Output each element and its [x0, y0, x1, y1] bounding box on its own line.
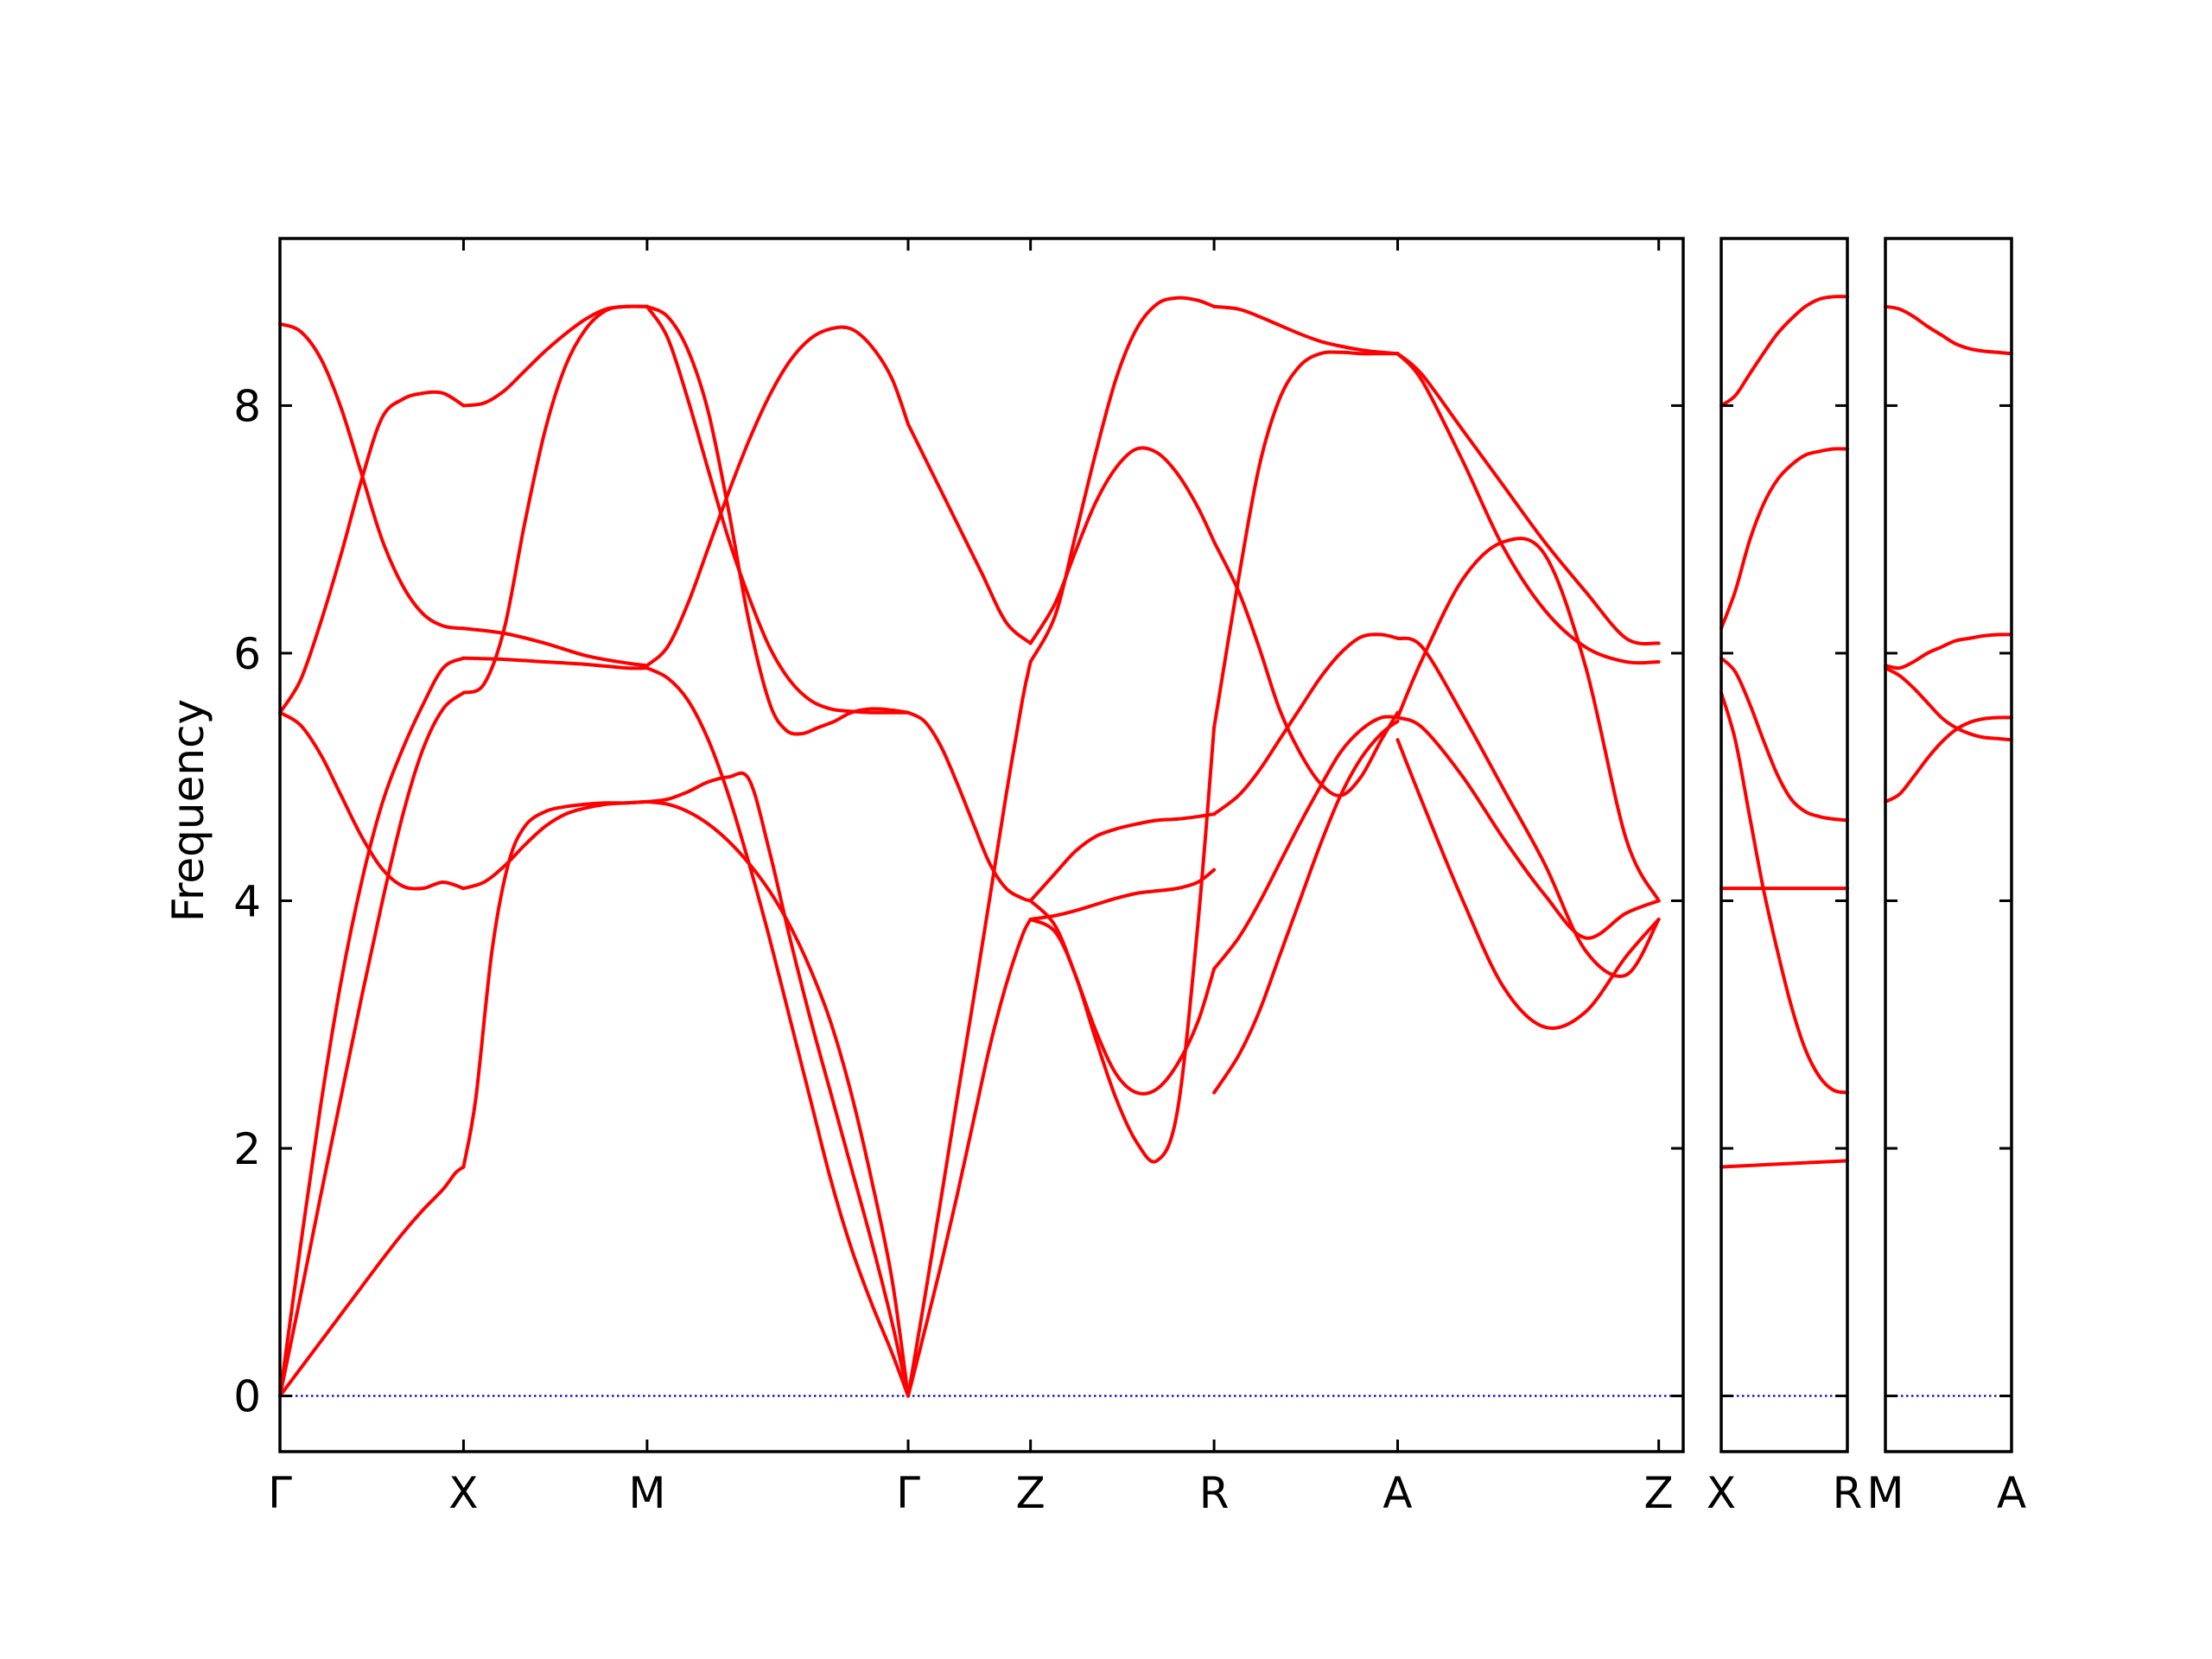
band-series-1-36 — [1395, 352, 1661, 665]
band-series-1-8 — [461, 656, 649, 671]
y-tick-label-5: 8 — [233, 381, 261, 431]
band-series-1-39 — [1395, 715, 1661, 940]
x-tick-label-1-6: R — [1199, 1468, 1230, 1518]
band-series-1-1 — [278, 1165, 466, 1398]
x-tick-label-1-2: X — [448, 1468, 478, 1518]
band-series-1-32 — [1212, 350, 1400, 729]
band-series-1-25 — [1028, 812, 1217, 903]
band-series-3-1 — [1884, 715, 2013, 804]
x-tick-label-1-5: Z — [1016, 1468, 1046, 1518]
band-series-1-19 — [906, 422, 1033, 645]
band-series-1-30 — [1212, 304, 1400, 356]
band-series-1-10 — [278, 710, 466, 891]
band-series-1-5 — [461, 304, 649, 695]
band-series-2-1 — [1719, 1159, 1849, 1169]
band-series-1-4 — [278, 690, 466, 1398]
band-series-2-6 — [1719, 295, 1849, 408]
band-series-1-9 — [645, 666, 911, 1398]
x-tick-label-1-3: M — [628, 1468, 665, 1518]
band-series-1-38 — [1395, 636, 1661, 978]
band-series-1-14 — [461, 304, 649, 408]
panel-frame — [1884, 237, 2013, 1453]
band-series-1-12 — [645, 771, 911, 1398]
band-series-1-2 — [461, 799, 649, 1169]
band-series-1-37 — [1395, 537, 1661, 903]
y-axis-label: Frequency — [163, 699, 213, 922]
band-series-1-31 — [1212, 632, 1400, 817]
band-series-1-35 — [1395, 352, 1661, 646]
band-series-2-5 — [1719, 447, 1849, 631]
band-series-2-4 — [1719, 656, 1849, 823]
band-series-1-21 — [906, 659, 1033, 1398]
band-series-1-26 — [1028, 868, 1217, 921]
x-tick-label-3-2: A — [1997, 1468, 2026, 1518]
y-tick-label-3: 4 — [233, 876, 261, 926]
band-series-1-3 — [645, 799, 911, 1398]
band-series-3-3 — [1884, 632, 2013, 671]
band-series-1-40 — [1395, 738, 1661, 1030]
band-series-3-4 — [1884, 304, 2013, 356]
y-tick-label-4: 6 — [233, 629, 261, 679]
band-series-1-24 — [1028, 296, 1217, 664]
band-series-1-34 — [1212, 715, 1400, 971]
x-tick-label-2-1: X — [1707, 1468, 1736, 1518]
band-series-1-27 — [1028, 725, 1217, 1164]
band-series-1-15 — [645, 304, 911, 715]
band-series-1-33 — [1212, 719, 1400, 1095]
band-series-1-6 — [645, 304, 911, 736]
band-series-1-23 — [1028, 446, 1217, 645]
panel-frame — [278, 237, 1685, 1453]
band-series-1-11 — [461, 799, 649, 891]
band-series-3-2 — [1884, 666, 2013, 742]
x-tick-label-1-7: A — [1382, 1468, 1412, 1518]
y-tick-label-1: 0 — [233, 1372, 261, 1422]
band-series-1-29 — [1212, 540, 1400, 798]
x-tick-label-1-8: Z — [1644, 1468, 1674, 1518]
band-series-1-20 — [906, 917, 1033, 1398]
y-tick-label-2: 2 — [233, 1124, 261, 1174]
panel-frame — [1719, 237, 1849, 1453]
x-tick-label-1-1: Γ — [268, 1468, 292, 1518]
x-tick-label-3-1: M — [1866, 1468, 1904, 1518]
band-series-1-7 — [278, 656, 466, 1398]
band-series-1-13 — [278, 390, 466, 715]
band-series-1-28 — [1028, 899, 1217, 1096]
x-tick-label-2-2: R — [1833, 1468, 1863, 1518]
band-series-1-16 — [278, 321, 466, 631]
band-series-1-22 — [906, 710, 1033, 903]
band-series-2-3 — [1719, 690, 1849, 1095]
band-series-1-18 — [645, 325, 911, 668]
band-series-1-17 — [461, 626, 649, 668]
x-tick-label-1-4: Γ — [896, 1468, 920, 1518]
